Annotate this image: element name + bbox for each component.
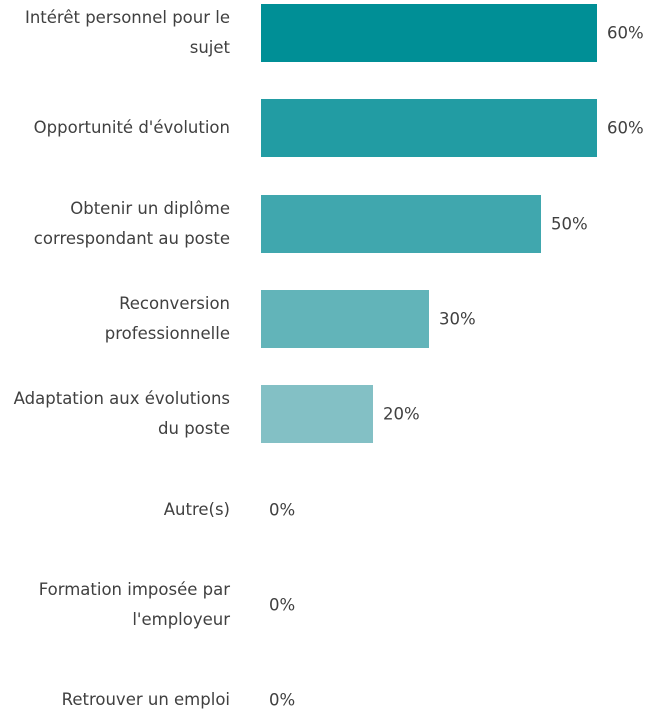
bar [261, 385, 373, 444]
value-label: 0% [269, 595, 296, 615]
category-label: Reconversion professionnelle [104, 293, 230, 343]
value-label: 0% [269, 500, 296, 519]
category-label: Formation imposée par l'employeur [38, 579, 230, 629]
category-label: Retrouver un emploi [61, 690, 230, 710]
category-label: Adaptation aux évolutions du poste [13, 389, 230, 439]
value-label: 30% [439, 309, 476, 329]
category-label: Intérêt personnel pour le sujet [24, 8, 230, 57]
bar [261, 289, 429, 348]
bar [261, 99, 597, 158]
value-label: 0% [269, 690, 296, 710]
category-label: Autre(s) [163, 499, 230, 519]
value-label: 60% [607, 23, 644, 43]
value-label: 60% [607, 118, 644, 138]
value-label: 20% [383, 404, 420, 424]
bar [261, 194, 541, 253]
category-label: Opportunité d'évolution [33, 118, 230, 138]
bar [261, 4, 597, 62]
value-label: 50% [551, 214, 588, 234]
category-label: Obtenir un diplôme correspondant au post… [33, 198, 230, 248]
